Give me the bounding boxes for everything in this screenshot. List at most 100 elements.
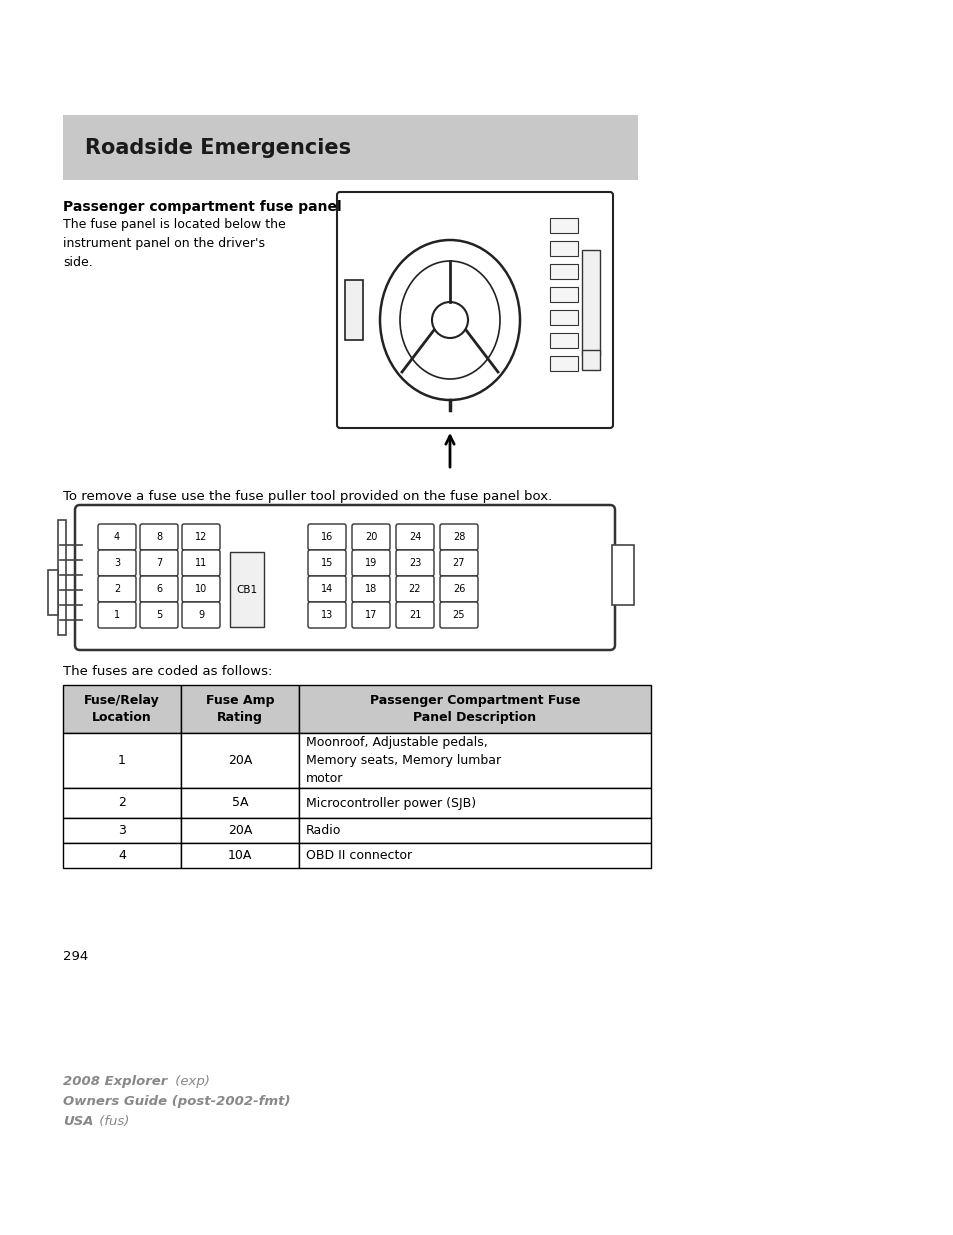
FancyBboxPatch shape xyxy=(439,524,477,550)
Text: 15: 15 xyxy=(320,558,333,568)
FancyBboxPatch shape xyxy=(352,576,390,601)
FancyBboxPatch shape xyxy=(182,576,220,601)
FancyBboxPatch shape xyxy=(352,550,390,576)
Text: 8: 8 xyxy=(155,532,162,542)
Text: 294: 294 xyxy=(63,950,89,963)
Bar xyxy=(550,333,578,348)
Text: 26: 26 xyxy=(453,584,465,594)
Text: 5: 5 xyxy=(155,610,162,620)
Text: 16: 16 xyxy=(320,532,333,542)
FancyBboxPatch shape xyxy=(98,601,136,629)
Text: CB1: CB1 xyxy=(236,584,257,594)
FancyBboxPatch shape xyxy=(140,576,178,601)
Text: The fuse panel is located below the
instrument panel on the driver's
side.: The fuse panel is located below the inst… xyxy=(63,219,286,269)
Bar xyxy=(550,241,578,256)
Text: (fus): (fus) xyxy=(95,1115,130,1128)
Text: Radio: Radio xyxy=(306,824,341,837)
Text: Microcontroller power (SJB): Microcontroller power (SJB) xyxy=(306,797,476,809)
Text: (exp): (exp) xyxy=(171,1074,210,1088)
Text: 4: 4 xyxy=(113,532,120,542)
Text: To remove a fuse use the fuse puller tool provided on the fuse panel box.: To remove a fuse use the fuse puller too… xyxy=(63,490,552,503)
Text: Roadside Emergencies: Roadside Emergencies xyxy=(85,137,351,158)
FancyBboxPatch shape xyxy=(140,601,178,629)
Text: 11: 11 xyxy=(194,558,207,568)
Text: 6: 6 xyxy=(155,584,162,594)
Bar xyxy=(63,685,181,734)
Text: 18: 18 xyxy=(364,584,376,594)
FancyBboxPatch shape xyxy=(308,524,346,550)
FancyBboxPatch shape xyxy=(395,550,434,576)
Text: 1: 1 xyxy=(113,610,120,620)
FancyBboxPatch shape xyxy=(182,524,220,550)
Text: Passenger compartment fuse panel: Passenger compartment fuse panel xyxy=(63,200,341,214)
Bar xyxy=(181,844,298,868)
Bar xyxy=(612,545,634,605)
FancyBboxPatch shape xyxy=(98,576,136,601)
FancyBboxPatch shape xyxy=(395,601,434,629)
Text: 2008 Explorer: 2008 Explorer xyxy=(63,1074,167,1088)
Text: 28: 28 xyxy=(453,532,465,542)
Text: The fuses are coded as follows:: The fuses are coded as follows: xyxy=(63,664,273,678)
Bar xyxy=(63,788,181,818)
Text: Passenger Compartment Fuse
Panel Description: Passenger Compartment Fuse Panel Descrip… xyxy=(370,694,579,724)
FancyBboxPatch shape xyxy=(308,576,346,601)
Bar xyxy=(550,287,578,303)
Bar xyxy=(550,219,578,233)
Text: 10A: 10A xyxy=(228,848,252,862)
Bar xyxy=(581,350,599,370)
Bar xyxy=(298,844,650,868)
Text: USA: USA xyxy=(63,1115,93,1128)
Bar xyxy=(298,685,650,734)
FancyBboxPatch shape xyxy=(439,576,477,601)
Text: 24: 24 xyxy=(409,532,420,542)
Text: OBD II connector: OBD II connector xyxy=(306,848,412,862)
FancyBboxPatch shape xyxy=(345,280,363,340)
Text: 13: 13 xyxy=(320,610,333,620)
Bar xyxy=(181,788,298,818)
Text: 14: 14 xyxy=(320,584,333,594)
Text: 2: 2 xyxy=(118,797,126,809)
Text: Fuse Amp
Rating: Fuse Amp Rating xyxy=(206,694,274,724)
Bar xyxy=(298,788,650,818)
Text: Fuse/Relay
Location: Fuse/Relay Location xyxy=(84,694,160,724)
Text: 20A: 20A xyxy=(228,755,252,767)
FancyBboxPatch shape xyxy=(75,505,615,650)
Bar xyxy=(550,356,578,370)
Bar xyxy=(181,685,298,734)
Text: 9: 9 xyxy=(197,610,204,620)
Bar xyxy=(181,818,298,844)
Text: 4: 4 xyxy=(118,848,126,862)
FancyBboxPatch shape xyxy=(308,601,346,629)
Text: 3: 3 xyxy=(113,558,120,568)
FancyBboxPatch shape xyxy=(182,550,220,576)
Bar xyxy=(48,571,58,615)
Bar xyxy=(63,115,638,180)
Text: 17: 17 xyxy=(364,610,376,620)
FancyBboxPatch shape xyxy=(98,524,136,550)
Bar xyxy=(63,734,181,788)
FancyBboxPatch shape xyxy=(352,524,390,550)
Bar xyxy=(63,818,181,844)
FancyBboxPatch shape xyxy=(182,601,220,629)
Text: 25: 25 xyxy=(453,610,465,620)
Bar xyxy=(181,734,298,788)
FancyBboxPatch shape xyxy=(140,550,178,576)
Text: 12: 12 xyxy=(194,532,207,542)
Bar xyxy=(581,249,599,354)
FancyBboxPatch shape xyxy=(395,576,434,601)
Text: Owners Guide (post-2002-fmt): Owners Guide (post-2002-fmt) xyxy=(63,1095,291,1108)
Text: 22: 22 xyxy=(408,584,421,594)
Bar xyxy=(63,844,181,868)
Text: 2: 2 xyxy=(113,584,120,594)
Bar xyxy=(550,310,578,325)
Text: 5A: 5A xyxy=(232,797,248,809)
Bar xyxy=(298,734,650,788)
FancyBboxPatch shape xyxy=(439,550,477,576)
FancyBboxPatch shape xyxy=(98,550,136,576)
FancyBboxPatch shape xyxy=(439,601,477,629)
FancyBboxPatch shape xyxy=(352,601,390,629)
Text: 23: 23 xyxy=(409,558,420,568)
Bar xyxy=(298,818,650,844)
Text: 19: 19 xyxy=(364,558,376,568)
Text: 10: 10 xyxy=(194,584,207,594)
